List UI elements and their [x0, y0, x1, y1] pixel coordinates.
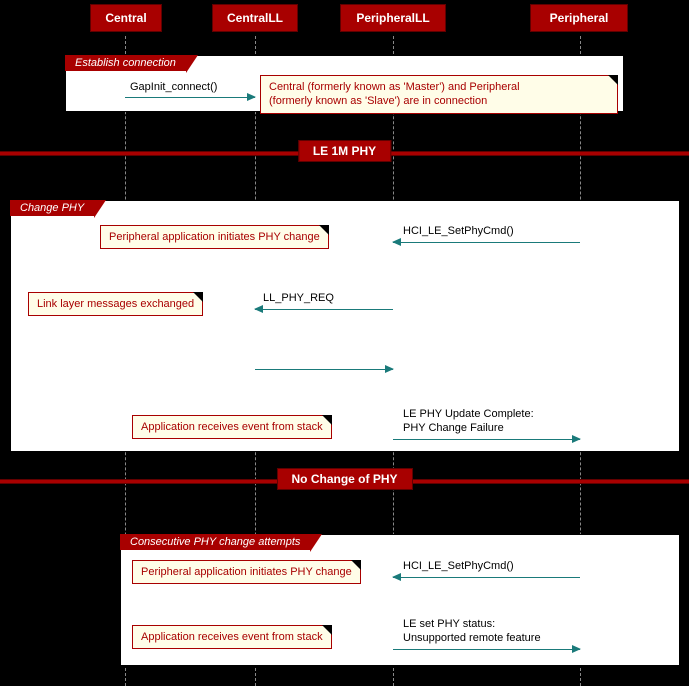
divider-label: LE 1M PHY [298, 140, 391, 162]
divider-label: No Change of PHY [276, 468, 412, 490]
msg-ll-phy-req: LL_PHY_REQ [263, 292, 334, 304]
group-label-consecutive: Consecutive PHY change attempts [120, 534, 310, 550]
msg-update-complete-1: LE PHY Update Complete: [403, 408, 534, 420]
participant-label: Peripheral [550, 11, 609, 25]
group-label-establish: Establish connection [65, 55, 186, 71]
arrow-setphy-1 [393, 242, 580, 243]
note-text: Application receives event from stack [141, 421, 323, 433]
msg-update-complete-2: PHY Change Failure [403, 422, 504, 434]
arrow-ll-unknown [255, 369, 393, 370]
arrow-ll-phy-req [255, 309, 393, 310]
msg-gapinit: GapInit_connect() [130, 81, 217, 93]
arrow-status [393, 649, 580, 650]
msg-text: LL_PHY_REQ [263, 292, 334, 304]
msg-status-1: LE set PHY status: [403, 618, 495, 630]
note-line: Central (formerly known as 'Master') and… [269, 81, 520, 93]
msg-text: PHY Change Failure [403, 422, 504, 434]
participant-peripheral-ll: PeripheralLL [340, 4, 446, 32]
divider-text: No Change of PHY [291, 472, 397, 486]
group-label-text: Consecutive PHY change attempts [130, 536, 300, 548]
note-text: Peripheral application initiates PHY cha… [109, 231, 320, 243]
note-line: (formerly known as 'Slave') are in conne… [269, 95, 487, 107]
participant-central-ll: CentralLL [212, 4, 298, 32]
note-text: Peripheral application initiates PHY cha… [141, 566, 352, 578]
msg-setphy-1: HCI_LE_SetPhyCmd() [403, 225, 514, 237]
note-evt-2: Application receives event from stack [132, 625, 332, 649]
msg-text: LL_UNKNOWN_RSP [263, 352, 368, 364]
msg-text: LE PHY Update Complete: [403, 408, 534, 420]
note-text: Application receives event from stack [141, 631, 323, 643]
note-evt-1: Application receives event from stack [132, 415, 332, 439]
divider-no-change: No Change of PHY [0, 468, 689, 490]
group-label-text: Change PHY [20, 202, 84, 214]
msg-ll-unknown: LL_UNKNOWN_RSP [263, 352, 368, 364]
participant-peripheral: Peripheral [530, 4, 628, 32]
note-init-phy-1: Peripheral application initiates PHY cha… [100, 225, 329, 249]
arrow-setphy-2 [393, 577, 580, 578]
note-init-phy-2: Peripheral application initiates PHY cha… [132, 560, 361, 584]
arrow-gapinit [125, 97, 255, 98]
msg-setphy-2: HCI_LE_SetPhyCmd() [403, 560, 514, 572]
msg-text: Unsupported remote feature [403, 632, 541, 644]
group-label-text: Establish connection [75, 57, 176, 69]
participant-central: Central [90, 4, 162, 32]
group-label-change-phy: Change PHY [10, 200, 94, 216]
participant-label: PeripheralLL [356, 11, 429, 25]
participant-label: CentralLL [227, 11, 283, 25]
divider-text: LE 1M PHY [313, 144, 376, 158]
note-ll-msgs: Link layer messages exchanged [28, 292, 203, 316]
note-connection: Central (formerly known as 'Master') and… [260, 75, 618, 114]
divider-le-1m-phy: LE 1M PHY [0, 140, 689, 162]
participant-label: Central [105, 11, 146, 25]
msg-text: HCI_LE_SetPhyCmd() [403, 560, 514, 572]
note-text: Link layer messages exchanged [37, 298, 194, 310]
msg-text: LE set PHY status: [403, 618, 495, 630]
msg-status-2: Unsupported remote feature [403, 632, 541, 644]
arrow-update-complete [393, 439, 580, 440]
msg-text: GapInit_connect() [130, 81, 217, 93]
msg-text: HCI_LE_SetPhyCmd() [403, 225, 514, 237]
